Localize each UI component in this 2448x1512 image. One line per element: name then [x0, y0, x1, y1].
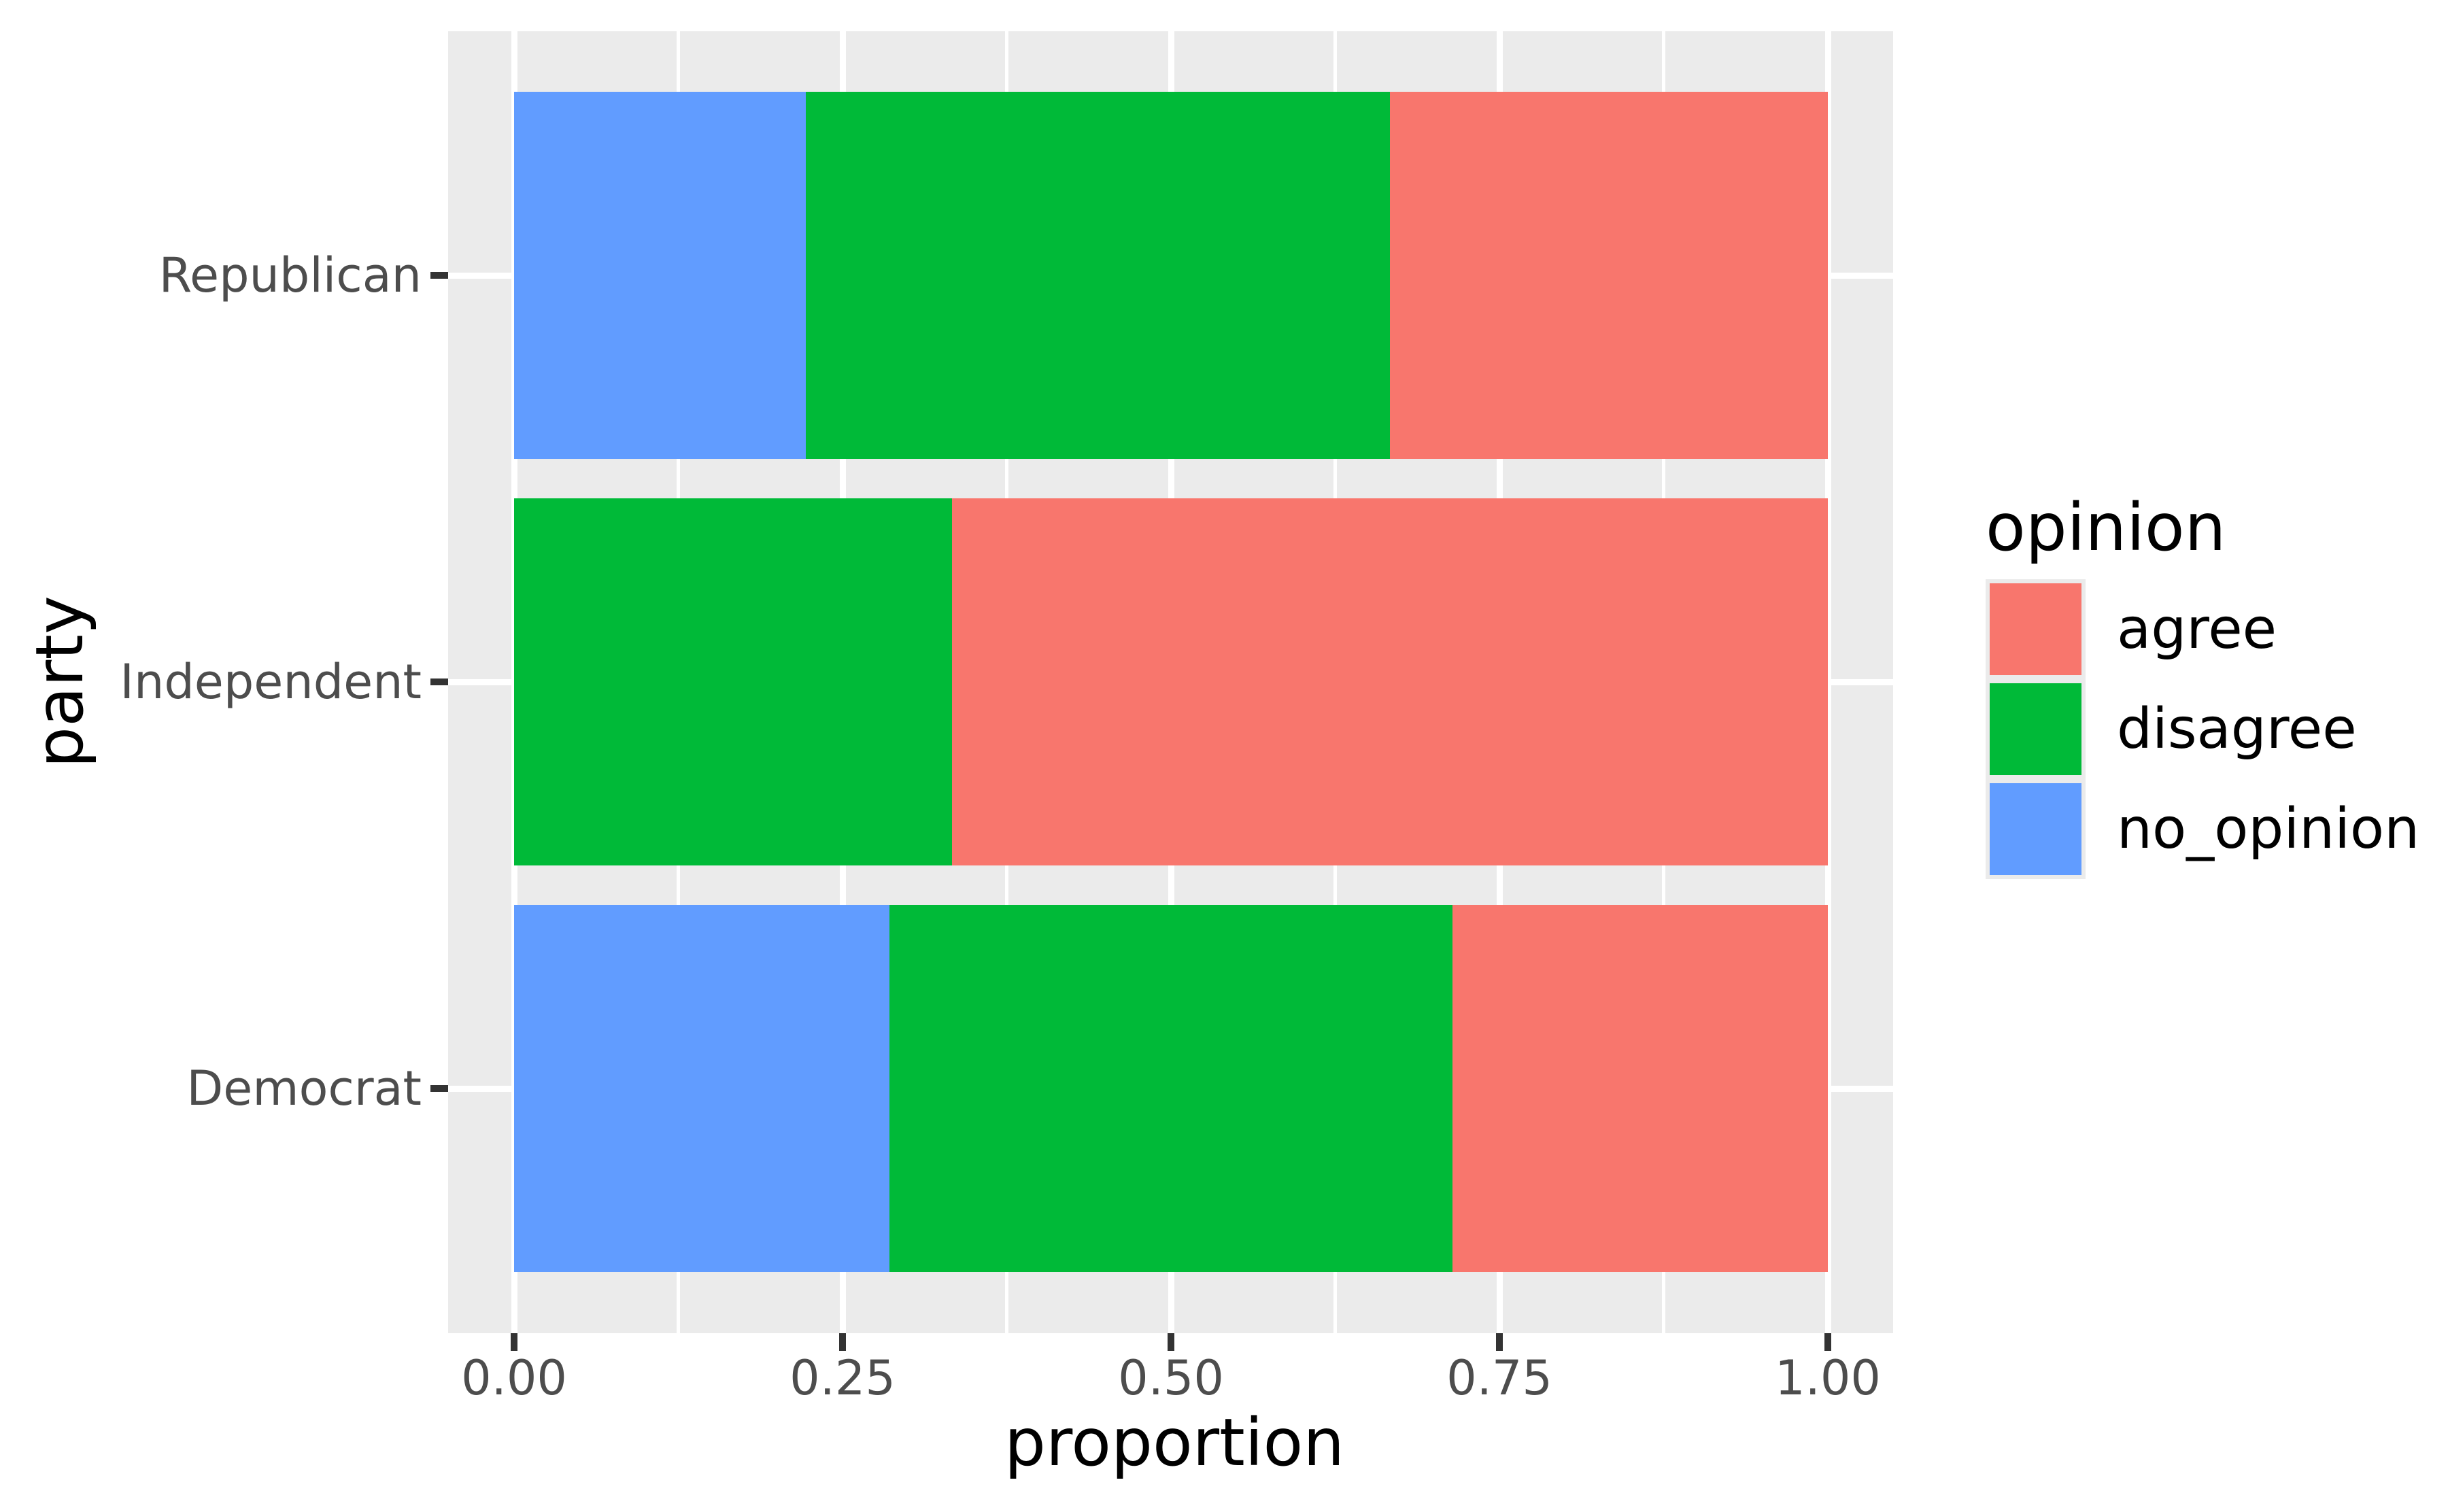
- legend-key-no_opinion: [1986, 779, 2086, 879]
- legend: opinion agree disagree no_opinion: [1986, 489, 2419, 879]
- bar-row-independent: [448, 498, 1893, 865]
- x-tick-label: 1.00: [1775, 1350, 1881, 1406]
- y-axis-tick: [430, 678, 448, 685]
- x-tick-label: 0.25: [789, 1350, 896, 1406]
- legend-title: opinion: [1986, 489, 2226, 566]
- plot-panel: [448, 31, 1893, 1333]
- x-axis-tick: [511, 1333, 517, 1351]
- y-category-label: Independent: [120, 654, 422, 710]
- x-axis-tick: [1168, 1333, 1174, 1351]
- bar-row-democrat: [448, 905, 1893, 1272]
- legend-label-no_opinion: no_opinion: [2117, 796, 2420, 861]
- bar-segment-republican-disagree: [806, 92, 1390, 459]
- bar-segment-democrat-no_opinion: [514, 905, 889, 1272]
- legend-key-agree: [1986, 579, 2086, 679]
- legend-swatch-no_opinion: [1990, 783, 2081, 875]
- y-category-label: Republican: [158, 247, 422, 303]
- bar-segment-republican-no_opinion: [514, 92, 806, 459]
- y-axis-tick: [430, 1085, 448, 1092]
- x-axis-tick: [1496, 1333, 1503, 1351]
- x-axis-tick: [1824, 1333, 1831, 1351]
- legend-label-agree: agree: [2117, 596, 2277, 662]
- x-tick-label: 0.75: [1446, 1350, 1552, 1406]
- legend-swatch-agree: [1990, 583, 2081, 675]
- bar-segment-democrat-agree: [1452, 905, 1828, 1272]
- x-axis-title: proportion: [1004, 1405, 1345, 1481]
- bar-segment-republican-agree: [1389, 92, 1828, 459]
- legend-key-disagree: [1986, 679, 2086, 779]
- bar-segment-democrat-disagree: [889, 905, 1453, 1272]
- x-tick-label: 0.50: [1118, 1350, 1224, 1406]
- x-tick-label: 0.00: [461, 1350, 567, 1406]
- x-axis-tick: [839, 1333, 846, 1351]
- legend-label-disagree: disagree: [2117, 696, 2357, 761]
- bar-segment-independent-agree: [951, 498, 1828, 865]
- bar-segment-independent-disagree: [514, 498, 952, 865]
- y-axis-tick: [430, 272, 448, 279]
- legend-swatch-disagree: [1990, 683, 2081, 775]
- bar-row-republican: [448, 92, 1893, 459]
- y-category-label: Democrat: [186, 1061, 422, 1116]
